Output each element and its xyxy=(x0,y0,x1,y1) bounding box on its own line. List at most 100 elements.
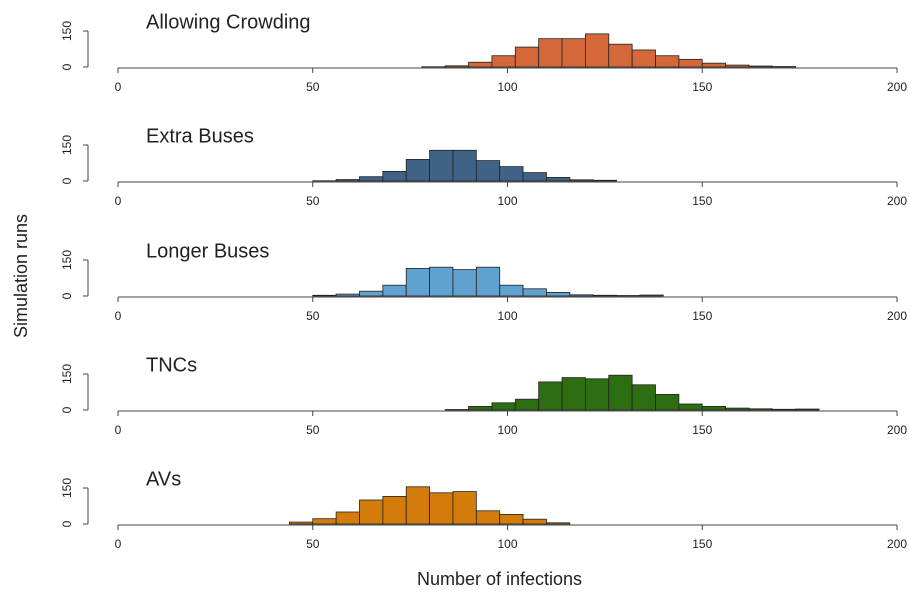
bar xyxy=(725,64,750,68)
y-tick-label: 150 xyxy=(60,250,74,270)
x-tick-label: 0 xyxy=(115,80,122,94)
panel-title: Allowing Crowding xyxy=(146,11,311,33)
bar xyxy=(592,179,617,182)
bar xyxy=(514,46,540,68)
bar xyxy=(701,62,727,68)
bar xyxy=(538,38,563,68)
bar xyxy=(405,486,431,525)
y-tick-label: 0 xyxy=(60,177,74,184)
bar xyxy=(359,176,384,182)
x-tick-label: 150 xyxy=(692,423,712,437)
bar xyxy=(522,172,547,182)
bar xyxy=(382,170,407,182)
bar xyxy=(631,384,656,411)
bar xyxy=(491,402,516,411)
x-tick-label: 150 xyxy=(692,194,712,208)
x-tick-label: 0 xyxy=(115,309,122,323)
bar xyxy=(429,266,454,297)
bar xyxy=(452,149,477,182)
bar xyxy=(546,522,571,525)
bar xyxy=(538,381,563,411)
bar xyxy=(569,294,594,297)
bar xyxy=(405,158,431,182)
bar xyxy=(514,398,540,411)
x-tick-label: 50 xyxy=(306,423,320,437)
bar xyxy=(655,393,680,411)
x-tick-label: 200 xyxy=(887,423,907,437)
bar xyxy=(522,518,547,525)
bar xyxy=(499,166,524,182)
bar xyxy=(429,149,454,182)
bar xyxy=(748,408,773,411)
x-tick-label: 0 xyxy=(115,194,122,208)
x-tick-label: 50 xyxy=(306,309,320,323)
x-tick-label: 150 xyxy=(692,80,712,94)
bar xyxy=(678,403,703,411)
bar xyxy=(701,405,727,411)
bar xyxy=(725,407,750,411)
panel-title: Longer Buses xyxy=(146,240,269,262)
bar xyxy=(288,521,314,525)
bar xyxy=(335,179,360,182)
x-tick-label: 100 xyxy=(497,194,517,208)
bar xyxy=(585,378,610,411)
bar xyxy=(795,408,820,411)
bar xyxy=(561,377,586,411)
y-tick-label: 0 xyxy=(60,406,74,413)
x-axis-label: Number of infections xyxy=(417,569,582,589)
y-tick-label: 0 xyxy=(60,63,74,70)
bar xyxy=(546,176,571,182)
bar xyxy=(335,511,360,525)
bar xyxy=(444,65,469,68)
x-tick-label: 0 xyxy=(115,423,122,437)
y-tick-label: 150 xyxy=(60,21,74,41)
bar xyxy=(771,408,797,411)
x-tick-label: 0 xyxy=(115,537,122,551)
bar xyxy=(475,160,501,182)
panel-title: AVs xyxy=(146,468,181,490)
bar xyxy=(546,291,571,297)
y-axis-label: Simulation runs xyxy=(11,214,31,338)
bar xyxy=(382,495,407,525)
x-tick-label: 200 xyxy=(887,80,907,94)
bar xyxy=(452,269,477,297)
bar xyxy=(569,179,594,182)
bar xyxy=(748,65,773,68)
bar xyxy=(678,58,703,68)
bar xyxy=(429,492,454,525)
y-tick-label: 150 xyxy=(60,364,74,384)
panel-title: TNCs xyxy=(146,354,197,376)
bar xyxy=(312,518,337,525)
bar xyxy=(475,266,501,297)
y-tick-label: 150 xyxy=(60,478,74,498)
y-tick-label: 0 xyxy=(60,520,74,527)
x-tick-label: 50 xyxy=(306,537,320,551)
bar xyxy=(359,290,384,297)
bar xyxy=(585,33,610,68)
x-tick-label: 100 xyxy=(497,309,517,323)
bar xyxy=(592,294,617,297)
bar xyxy=(499,514,524,525)
x-tick-label: 150 xyxy=(692,309,712,323)
bar xyxy=(561,38,586,68)
bar xyxy=(382,284,407,297)
x-tick-label: 100 xyxy=(497,423,517,437)
bar xyxy=(312,294,337,297)
x-tick-label: 50 xyxy=(306,194,320,208)
bar xyxy=(359,499,384,525)
x-tick-label: 200 xyxy=(887,194,907,208)
bar xyxy=(522,288,547,297)
bar xyxy=(499,284,524,297)
bar xyxy=(655,55,680,68)
bar xyxy=(335,293,360,297)
x-tick-label: 100 xyxy=(497,80,517,94)
bar xyxy=(639,294,664,297)
bar xyxy=(405,267,431,297)
bar xyxy=(475,510,501,525)
bar xyxy=(468,405,493,411)
bar xyxy=(608,374,633,411)
bar xyxy=(452,491,477,525)
x-tick-label: 50 xyxy=(306,80,320,94)
bar xyxy=(468,61,493,68)
y-tick-label: 150 xyxy=(60,135,74,155)
